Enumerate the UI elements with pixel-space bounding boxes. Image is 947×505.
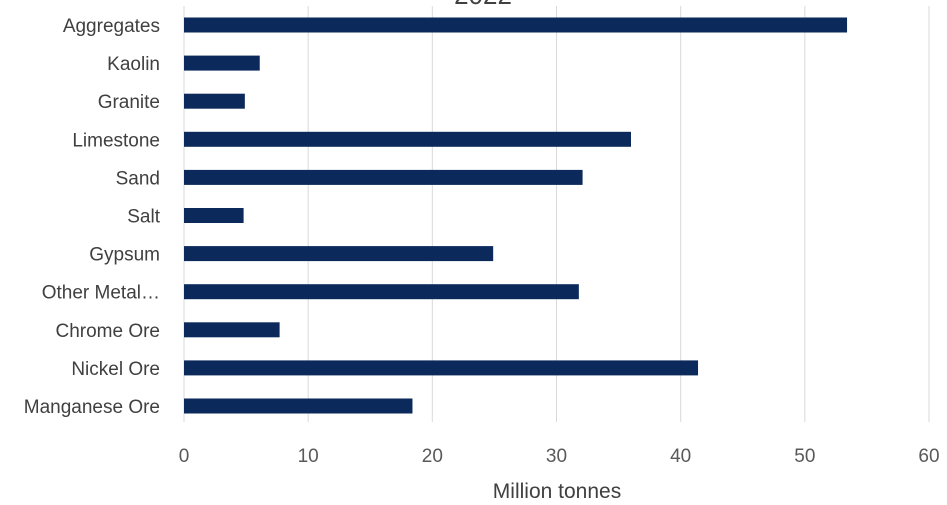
bar (184, 208, 244, 223)
category-label: Other Metal… (42, 283, 160, 304)
x-tick-label: 10 (298, 446, 319, 467)
bar (184, 284, 579, 300)
x-tick-label: 40 (670, 446, 691, 467)
category-label: Sand (116, 168, 160, 189)
x-tick-labels: 0 10 20 30 40 50 60 (179, 446, 940, 467)
category-label: Kaolin (107, 54, 160, 75)
x-tick-label: 0 (179, 446, 190, 467)
category-label: Salt (127, 207, 160, 228)
bar (184, 55, 260, 71)
category-label: Manganese Ore (24, 397, 160, 418)
category-label: Limestone (72, 130, 160, 151)
bar (184, 131, 631, 147)
x-tick-label: 20 (422, 446, 443, 467)
bar (184, 360, 699, 376)
x-axis-title: Million tonnes (493, 480, 621, 503)
bars (184, 17, 848, 414)
bar (184, 322, 280, 338)
chart-title: 2022 (454, 0, 512, 10)
bar (184, 398, 413, 414)
category-label: Gypsum (89, 245, 160, 266)
x-tick-label: 60 (918, 446, 939, 467)
bar (184, 169, 583, 185)
bar (184, 93, 245, 109)
bar (184, 246, 494, 262)
category-labels: Aggregates Kaolin Granite Limestone Sand Salt… (24, 16, 161, 418)
category-label: Chrome Ore (55, 321, 160, 342)
category-label: Aggregates (63, 16, 160, 37)
category-label: Nickel Ore (71, 359, 160, 380)
x-tick-label: 30 (546, 446, 567, 467)
x-tick-label: 50 (794, 446, 815, 467)
bar (184, 17, 848, 33)
category-label: Granite (98, 92, 160, 113)
gridlines (183, 6, 930, 422)
